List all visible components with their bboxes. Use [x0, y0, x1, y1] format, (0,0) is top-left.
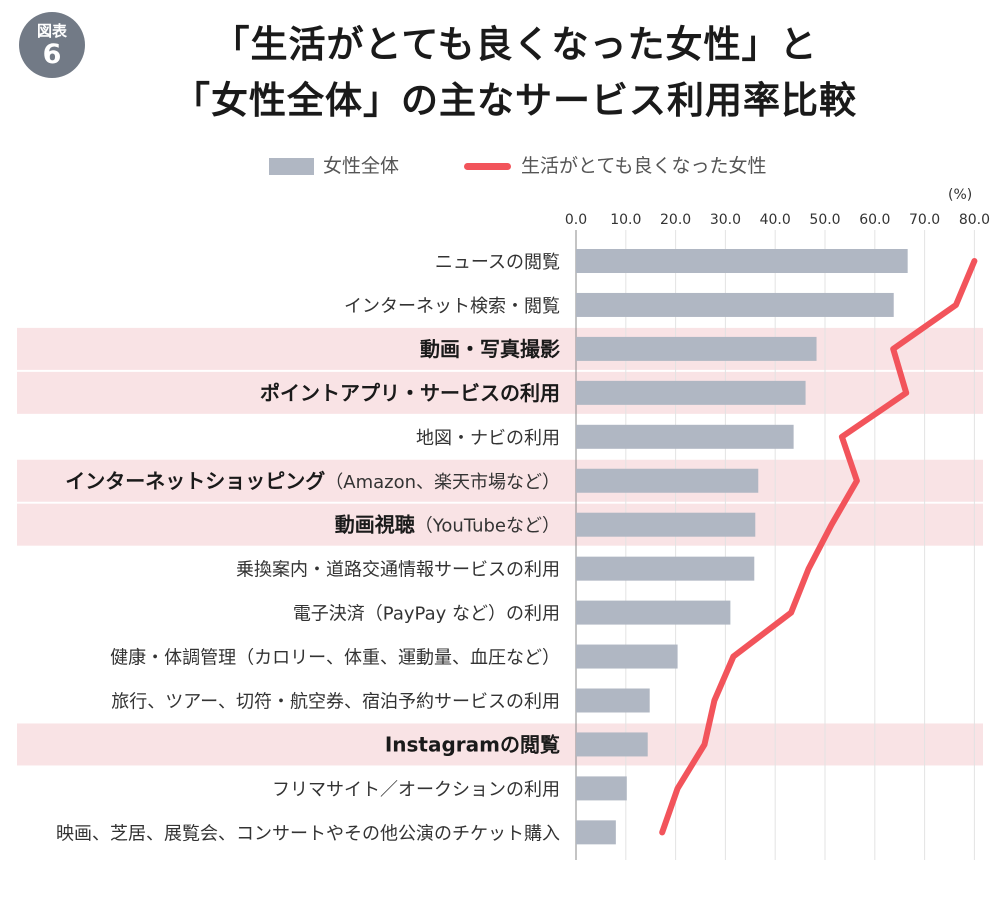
- bar-all-women: [576, 336, 817, 361]
- x-tick-label: 50.0: [809, 212, 840, 228]
- category-label: ポイントアプリ・サービスの利用: [260, 381, 560, 405]
- line-improved-women: [659, 258, 978, 836]
- legend-bar-swatch: [269, 158, 314, 175]
- bar-all-women: [576, 600, 731, 625]
- category-label: インターネット検索・閲覧: [344, 296, 560, 317]
- category-label: 乗換案内・道路交通情報サービスの利用: [236, 560, 560, 581]
- legend-line-swatch: [464, 163, 511, 170]
- bar-all-women: [576, 644, 678, 669]
- category-label-main: ニュースの閲覧: [435, 252, 560, 273]
- bar-all-women: [576, 820, 616, 845]
- category-label: 動画・写真撮影: [420, 337, 560, 361]
- bar-all-women: [576, 424, 794, 449]
- category-label-main: フリマサイト／オークションの利用: [272, 779, 560, 800]
- category-label-suffix: （YouTubeなど）: [415, 516, 560, 537]
- badge-label: 図表: [36, 22, 67, 40]
- category-label-main: インターネットショッピング: [65, 469, 325, 493]
- chart-title-line2: 「女性全体」の主なサービス利用率比較: [173, 79, 857, 122]
- highlight-band: [17, 327, 983, 370]
- category-label: 地図・ナビの利用: [416, 428, 560, 449]
- x-tick-label: 30.0: [710, 212, 741, 228]
- legend-bar-label: 女性全体: [323, 155, 400, 177]
- category-label-main: 健康・体調管理（カロリー、体重、運動量、血圧など）: [110, 648, 560, 669]
- category-label-main: 動画・写真撮影: [420, 337, 560, 361]
- bar-all-women: [576, 776, 627, 801]
- category-label-main: 乗換案内・道路交通情報サービスの利用: [236, 560, 560, 581]
- category-label: Instagramの閲覧: [385, 732, 560, 756]
- highlight-band: [17, 723, 983, 766]
- category-label-main: 映画、芝居、展覧会、コンサートやその他公演のチケット購入: [56, 823, 560, 844]
- x-tick-label: 80.0: [959, 212, 990, 228]
- category-label-main: Instagramの閲覧: [385, 732, 560, 756]
- category-label: 動画視聴（YouTubeなど）: [335, 513, 560, 537]
- category-label-main: ポイントアプリ・サービスの利用: [260, 381, 560, 405]
- chart-title-line1: 「生活がとても良くなった女性」と: [212, 23, 818, 66]
- bar-all-women: [576, 249, 908, 273]
- category-label: フリマサイト／オークションの利用: [272, 779, 560, 800]
- bar-all-women: [576, 380, 806, 405]
- bar-all-women: [576, 732, 648, 757]
- category-label-main: 旅行、ツアー、切符・航空券、宿泊予約サービスの利用: [111, 692, 560, 713]
- category-label-main: 電子決済（PayPay など）の利用: [293, 604, 560, 625]
- category-label-main: 動画視聴: [335, 513, 415, 537]
- x-tick-label: 0.0: [565, 212, 587, 228]
- figure-number-badge: 図表 6: [19, 12, 85, 78]
- category-label: 映画、芝居、展覧会、コンサートやその他公演のチケット購入: [56, 823, 560, 844]
- highlight-band: [17, 371, 983, 414]
- legend-line-label: 生活がとても良くなった女性: [521, 155, 767, 177]
- category-label: 電子決済（PayPay など）の利用: [293, 604, 560, 625]
- x-tick-label: 60.0: [859, 212, 890, 228]
- highlight-band: [17, 459, 983, 502]
- bar-all-women: [576, 556, 755, 581]
- category-label: インターネットショッピング（Amazon、楽天市場など）: [65, 469, 560, 493]
- bar-all-women: [576, 512, 756, 537]
- category-label: 健康・体調管理（カロリー、体重、運動量、血圧など）: [110, 648, 560, 669]
- x-tick-label: 40.0: [760, 212, 791, 228]
- x-tick-label: 10.0: [610, 212, 641, 228]
- bar-all-women: [576, 468, 759, 493]
- bar-all-women: [576, 292, 894, 317]
- category-label-suffix: （Amazon、楽天市場など）: [325, 472, 560, 493]
- category-label-main: インターネット検索・閲覧: [344, 296, 560, 317]
- category-label: 旅行、ツアー、切符・航空券、宿泊予約サービスの利用: [111, 692, 560, 713]
- badge-number: 6: [42, 39, 62, 70]
- category-label-main: 地図・ナビの利用: [416, 428, 560, 449]
- bar-all-women: [576, 688, 650, 713]
- category-label: ニュースの閲覧: [435, 252, 560, 273]
- unit-label: (%): [948, 187, 973, 203]
- x-tick-label: 20.0: [660, 212, 691, 228]
- x-tick-label: 70.0: [909, 212, 940, 228]
